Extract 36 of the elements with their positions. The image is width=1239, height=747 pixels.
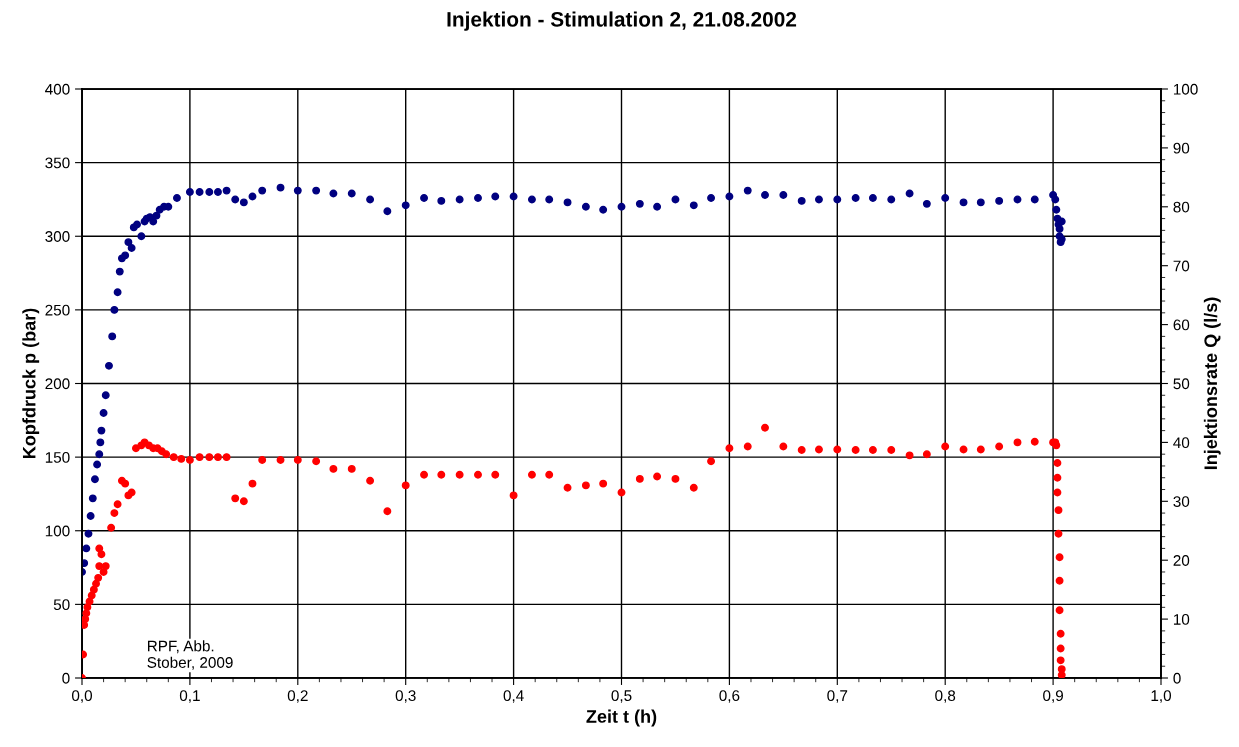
x-tick-label: 0,4 (503, 690, 524, 703)
x-tick-label: 0,1 (179, 690, 200, 703)
y2-tick-label: 40 (1173, 437, 1190, 449)
x-tick-label: 0,6 (719, 690, 740, 703)
x-tick-label: 0,8 (935, 690, 956, 703)
x-tick-label: 0,0 (71, 690, 93, 703)
y-tick-label: 300 (45, 231, 70, 242)
x-tick-label: 1,0 (1151, 690, 1172, 703)
y-tick-label: 50 (53, 599, 70, 611)
x-tick-label: 0,2 (287, 690, 308, 703)
y-tick-label: 250 (45, 304, 70, 316)
y2-tick-label: 70 (1173, 260, 1190, 272)
y2-tick-label: 0 (1173, 672, 1181, 684)
x-tick-label: 0,9 (1043, 690, 1063, 703)
y-tick-label: 350 (45, 157, 70, 169)
y2-tick-label: 60 (1173, 319, 1190, 331)
y2-tick-label: 20 (1173, 555, 1190, 566)
annotation: RPF, Abb. Stober, 2009 (147, 640, 233, 670)
y2-tick-label: 100 (1173, 83, 1198, 95)
y2-tick-label: 80 (1173, 201, 1190, 213)
x-tick-label: 0,5 (611, 690, 632, 703)
y-tick-label: 150 (45, 451, 70, 463)
y2-tick-label: 10 (1173, 613, 1190, 625)
y2-tick-label: 90 (1173, 142, 1190, 154)
x-tick-label: 0,7 (827, 690, 848, 703)
y-axis-title: Kopfdruck p (bar) (22, 308, 40, 459)
y-tick-label: 0 (62, 672, 70, 684)
y-tick-label: 100 (45, 525, 70, 537)
y-tick-label: 200 (45, 378, 70, 390)
x-axis-title: Zeit t (h) (586, 709, 657, 727)
y-tick-label: 400 (45, 83, 70, 95)
y2-axis-title: Injektionsrate Q (l/s) (1203, 297, 1221, 470)
x-tick-label: 0,3 (395, 690, 416, 703)
y2-tick-label: 50 (1173, 378, 1190, 390)
y2-tick-label: 30 (1173, 496, 1190, 507)
chart-title: Injektion - Stimulation 2, 21.08.2002 (447, 11, 797, 31)
